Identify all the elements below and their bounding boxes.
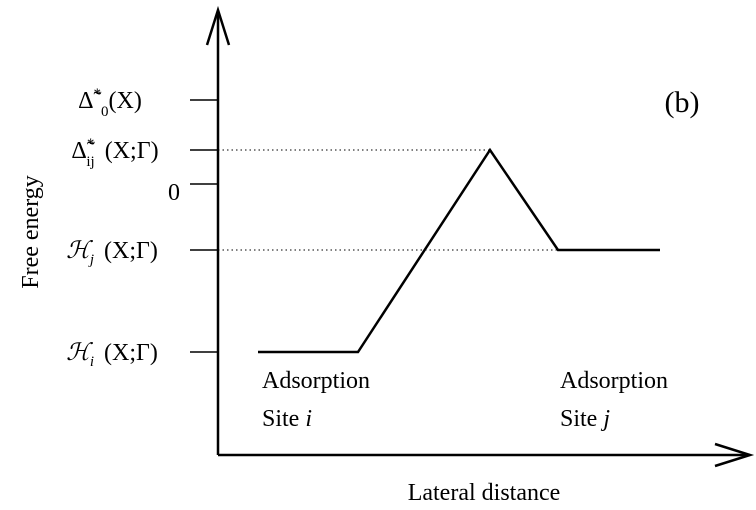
x-axis-label: Lateral distance xyxy=(408,480,561,506)
level-label: Δ̃*0(X) xyxy=(78,86,142,120)
level-label: ℋi (X;Γ) xyxy=(66,340,158,370)
site-label: Site i xyxy=(262,406,312,432)
y-axis-arrow xyxy=(205,5,231,46)
panel-label: (b) xyxy=(665,86,700,119)
level-label: 0 xyxy=(168,180,180,206)
y-axis-label: Free energy xyxy=(18,175,44,289)
energy-profile xyxy=(258,147,660,354)
site-label: Adsorption xyxy=(262,368,370,394)
level-label: ℋj (X;Γ) xyxy=(66,238,158,268)
x-axis-arrow xyxy=(714,442,755,468)
level-label: Δ̃* ij (X;Γ) xyxy=(71,136,158,170)
site-label: Adsorption xyxy=(560,368,668,394)
site-label: Site j xyxy=(560,406,610,432)
